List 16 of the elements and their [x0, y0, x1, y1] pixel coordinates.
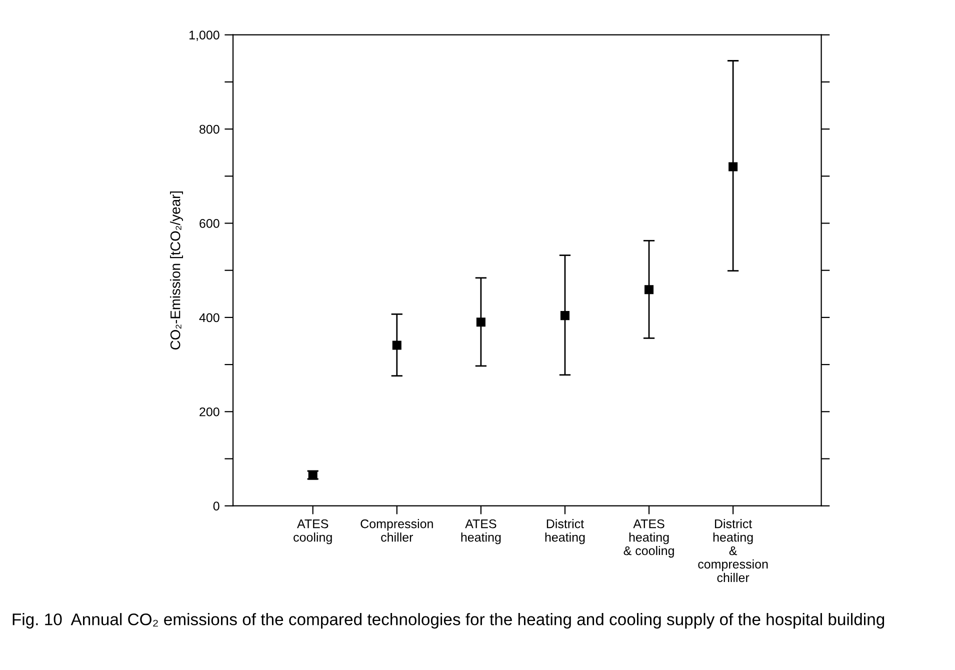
point — [560, 311, 570, 320]
x-tick-label: ATES heating — [461, 519, 501, 544]
y-tick-label: 800 — [200, 124, 220, 134]
caption: Fig. 10 Annual CO₂ emissions of the compared technologies for the heating and cooling supply of the hospital building — [12, 613, 884, 629]
x-tick-label: ATES heating & cooling — [624, 519, 674, 558]
y-axis-title: CO₂-Emission [tCO₂/year] — [170, 191, 183, 350]
x-tick-label: ATES cooling — [294, 519, 332, 544]
point — [644, 285, 654, 294]
y-tick-label: 1,000 — [190, 30, 220, 41]
x-tick-label: Compression chiller — [360, 519, 433, 542]
x-tick-label: District heating & compression chiller — [698, 519, 768, 582]
x-tick-label: District heating — [545, 519, 585, 544]
y-tick-label: 600 — [200, 219, 220, 228]
y-tick-label: 400 — [199, 313, 220, 322]
y-tick-label: 0 — [213, 502, 220, 510]
y-tick-label: 200 — [200, 407, 220, 416]
